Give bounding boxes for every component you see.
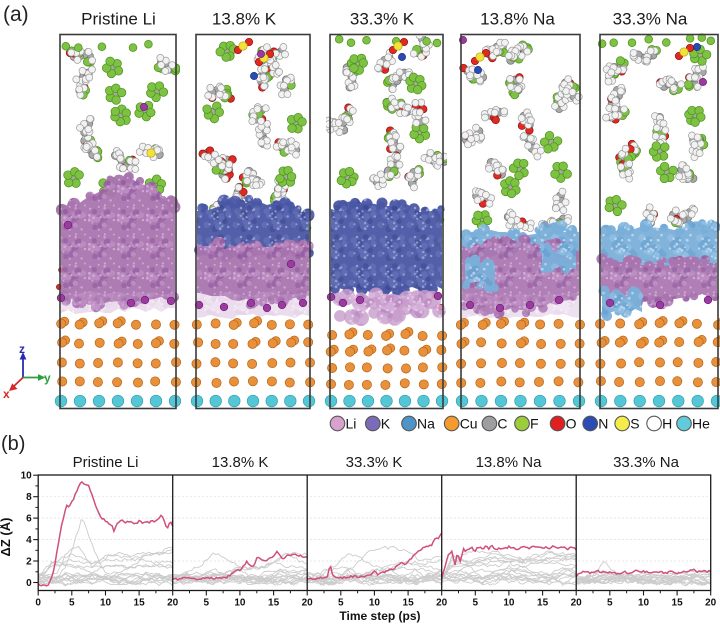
svg-text:20: 20: [302, 598, 314, 609]
svg-text:5: 5: [69, 598, 75, 609]
svg-text:15: 15: [134, 598, 146, 609]
svg-text:33.3% Na: 33.3% Na: [613, 454, 680, 471]
svg-text:13.8% K: 13.8% K: [212, 454, 269, 471]
svg-text:(a): (a): [3, 3, 29, 26]
svg-text:10: 10: [21, 471, 33, 482]
svg-text:0: 0: [35, 598, 41, 609]
svg-text:Cu: Cu: [460, 416, 478, 432]
svg-text:20: 20: [167, 598, 179, 609]
svg-text:15: 15: [403, 598, 415, 609]
svg-text:13.8% Na: 13.8% Na: [476, 454, 543, 471]
svg-text:Pristine Li: Pristine Li: [81, 10, 156, 29]
svg-text:Time step (ps): Time step (ps): [339, 609, 420, 623]
svg-text:5: 5: [204, 598, 210, 609]
svg-text:F: F: [530, 416, 539, 432]
svg-text:2: 2: [26, 557, 32, 568]
svg-text:N: N: [598, 416, 608, 432]
svg-text:13.8% Na: 13.8% Na: [480, 10, 555, 29]
svg-text:33.3% K: 33.3% K: [346, 454, 403, 471]
svg-text:5: 5: [338, 598, 344, 609]
svg-text:20: 20: [705, 598, 717, 609]
svg-text:S: S: [630, 416, 639, 432]
svg-text:10: 10: [638, 598, 650, 609]
svg-text:8: 8: [26, 492, 32, 503]
svg-text:20: 20: [571, 598, 583, 609]
svg-text:13.8% K: 13.8% K: [212, 10, 277, 29]
svg-text:He: He: [692, 416, 710, 432]
svg-text:H: H: [662, 416, 672, 432]
svg-text:10: 10: [503, 598, 515, 609]
svg-text:5: 5: [473, 598, 479, 609]
svg-text:(b): (b): [1, 433, 25, 455]
svg-text:O: O: [566, 416, 577, 432]
svg-text:Pristine Li: Pristine Li: [73, 454, 139, 471]
svg-text:ΔZ (Å): ΔZ (Å): [0, 518, 13, 557]
svg-text:6: 6: [26, 514, 32, 525]
svg-text:z: z: [19, 342, 25, 356]
svg-text:Li: Li: [346, 416, 357, 432]
svg-text:y: y: [44, 371, 51, 385]
svg-text:10: 10: [369, 598, 381, 609]
svg-text:K: K: [381, 416, 391, 432]
svg-text:C: C: [497, 416, 507, 432]
svg-text:15: 15: [672, 598, 684, 609]
svg-text:x: x: [3, 387, 10, 401]
svg-text:33.3% K: 33.3% K: [350, 10, 415, 29]
svg-text:15: 15: [537, 598, 549, 609]
svg-text:5: 5: [607, 598, 613, 609]
svg-text:Na: Na: [417, 416, 435, 432]
svg-text:0: 0: [26, 578, 32, 589]
svg-text:10: 10: [100, 598, 112, 609]
svg-text:4: 4: [26, 535, 32, 546]
svg-text:20: 20: [436, 598, 448, 609]
svg-text:10: 10: [234, 598, 246, 609]
svg-text:15: 15: [268, 598, 280, 609]
svg-text:33.3% Na: 33.3% Na: [613, 10, 688, 29]
